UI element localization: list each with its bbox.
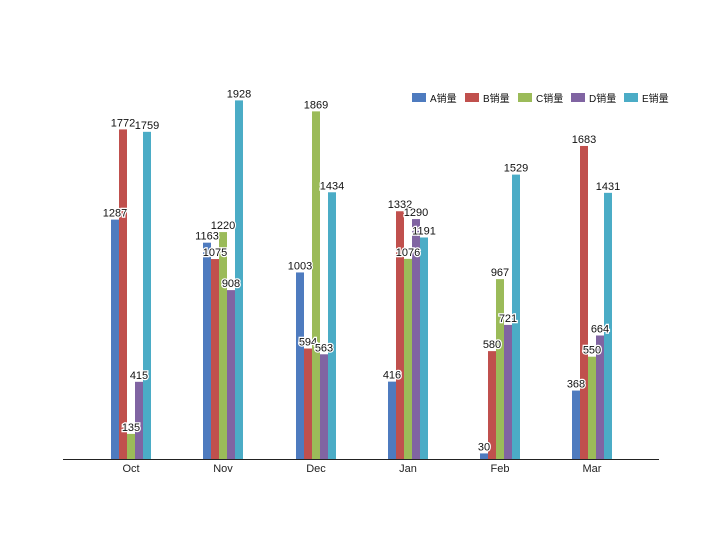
x-tick-label: Mar (583, 463, 602, 475)
bar-E销量-Dec (328, 192, 336, 459)
legend-swatch (571, 93, 585, 102)
data-label-D销量-Dec: 563 (315, 342, 333, 354)
bar-A销量-Nov (203, 242, 211, 459)
bar-A销量-Dec (296, 272, 304, 459)
data-label-C销量-Oct: 135 (122, 422, 140, 434)
data-label-E销量-Jan: 1191 (412, 225, 436, 237)
data-label-B销量-Nov: 1075 (203, 247, 227, 259)
bar-B销量-Dec (304, 348, 312, 459)
data-label-C销量-Dec: 1869 (304, 99, 328, 111)
data-label-A销量-Mar: 368 (567, 379, 585, 391)
x-tick-label: Dec (306, 463, 326, 475)
bar-A销量-Mar (572, 390, 580, 459)
bar-C销量-Dec (312, 111, 320, 459)
bar-D销量-Oct (135, 381, 143, 459)
legend-label: E销量 (642, 92, 669, 105)
bar-E销量-Nov (235, 100, 243, 459)
data-label-B销量-Mar: 1683 (572, 134, 596, 146)
legend-label: C销量 (536, 92, 563, 105)
data-label-C销量-Feb: 967 (491, 267, 509, 279)
data-label-A销量-Feb: 30 (478, 441, 490, 453)
bar-B销量-Jan (396, 211, 404, 459)
bar-E销量-Jan (420, 237, 428, 459)
bar-C销量-Jan (404, 258, 412, 459)
bar-A销量-Feb (480, 453, 488, 459)
bar-C销量-Nov (219, 232, 227, 459)
bars-layer (111, 100, 612, 460)
bar-D销量-Nov (227, 290, 235, 459)
bar-C销量-Feb (496, 279, 504, 459)
data-label-E销量-Oct: 1759 (135, 120, 159, 132)
x-tick-label: Feb (491, 463, 510, 475)
data-label-A销量-Nov: 1163 (195, 231, 219, 243)
x-tick-label: Nov (213, 463, 233, 475)
legend-swatch (624, 93, 638, 102)
data-label-B销量-Dec: 594 (299, 337, 317, 349)
bar-E销量-Feb (512, 174, 520, 459)
bar-D销量-Mar (596, 335, 604, 459)
legend-swatch (412, 93, 426, 102)
data-label-B销量-Feb: 580 (483, 339, 501, 351)
data-label-C销量-Mar: 550 (583, 345, 601, 357)
x-axis-ticks: Oct Nov Dec Jan Feb Mar (122, 463, 601, 475)
bar-D销量-Feb (504, 324, 512, 459)
data-label-D销量-Oct: 415 (130, 370, 148, 382)
data-label-B销量-Jan: 1332 (388, 199, 412, 211)
data-label-C销量-Nov: 1220 (211, 220, 235, 232)
data-label-E销量-Dec: 1434 (320, 180, 344, 192)
data-label-B销量-Oct: 1772 (111, 117, 135, 129)
legend: A销量 B销量 C销量 D销量 E销量 (412, 92, 669, 105)
x-tick-label: Oct (122, 463, 139, 475)
data-label-A销量-Dec: 1003 (288, 260, 312, 272)
data-label-D销量-Jan: 1290 (404, 207, 428, 219)
data-label-A销量-Jan: 416 (383, 370, 401, 382)
data-label-D销量-Mar: 664 (591, 323, 609, 335)
bar-D销量-Dec (320, 354, 328, 459)
bar-A销量-Jan (388, 381, 396, 459)
bar-E销量-Mar (604, 192, 612, 460)
data-label-C销量-Jan: 1076 (396, 247, 420, 259)
bar-B销量-Nov (211, 259, 219, 459)
data-label-A销量-Oct: 1287 (103, 208, 127, 220)
legend-swatch (518, 93, 532, 102)
legend-label: A销量 (430, 92, 457, 105)
legend-swatch (465, 93, 479, 102)
bar-D销量-Jan (412, 219, 420, 459)
bar-C销量-Oct (127, 433, 135, 459)
data-labels: 1287 1163 1003 416 30 368 1772 1075 594 1332 580 16… (102, 87, 622, 455)
data-label-E销量-Mar: 1431 (596, 181, 620, 193)
data-label-D销量-Feb: 721 (499, 313, 517, 325)
legend-label: D销量 (589, 92, 616, 105)
bar-A销量-Oct (111, 219, 119, 459)
bar-B销量-Oct (119, 129, 127, 459)
legend-label: B销量 (483, 92, 510, 105)
bar-C销量-Mar (588, 356, 596, 459)
bar-B销量-Feb (488, 351, 496, 459)
bar-E销量-Oct (143, 131, 151, 460)
data-label-E销量-Nov: 1928 (227, 88, 251, 100)
data-label-E销量-Feb: 1529 (504, 163, 528, 175)
x-tick-label: Jan (399, 463, 417, 475)
bar-B销量-Mar (580, 145, 588, 459)
data-label-D销量-Nov: 908 (222, 278, 240, 290)
